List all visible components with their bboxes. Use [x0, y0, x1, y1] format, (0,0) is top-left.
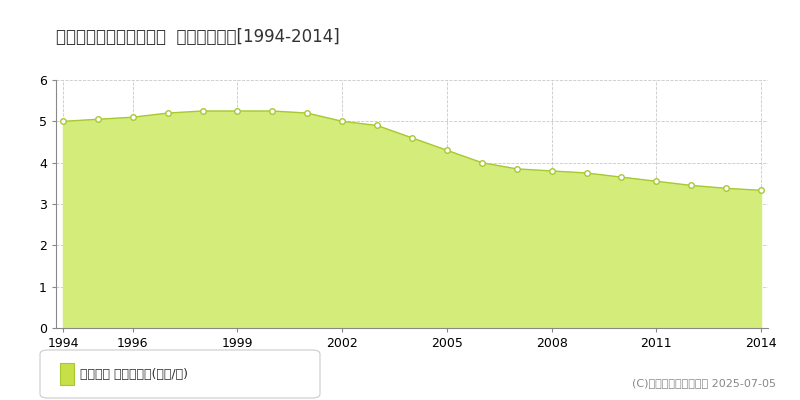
Text: (C)土地価格ドットコム 2025-07-05: (C)土地価格ドットコム 2025-07-05	[632, 378, 776, 388]
Text: 公示地価 平均坪単価(万円/坪): 公示地価 平均坪単価(万円/坪)	[80, 368, 188, 380]
Text: 刈田郡蔵王町遠刈田温泉  公示地価推移[1994-2014]: 刈田郡蔵王町遠刈田温泉 公示地価推移[1994-2014]	[56, 28, 340, 46]
